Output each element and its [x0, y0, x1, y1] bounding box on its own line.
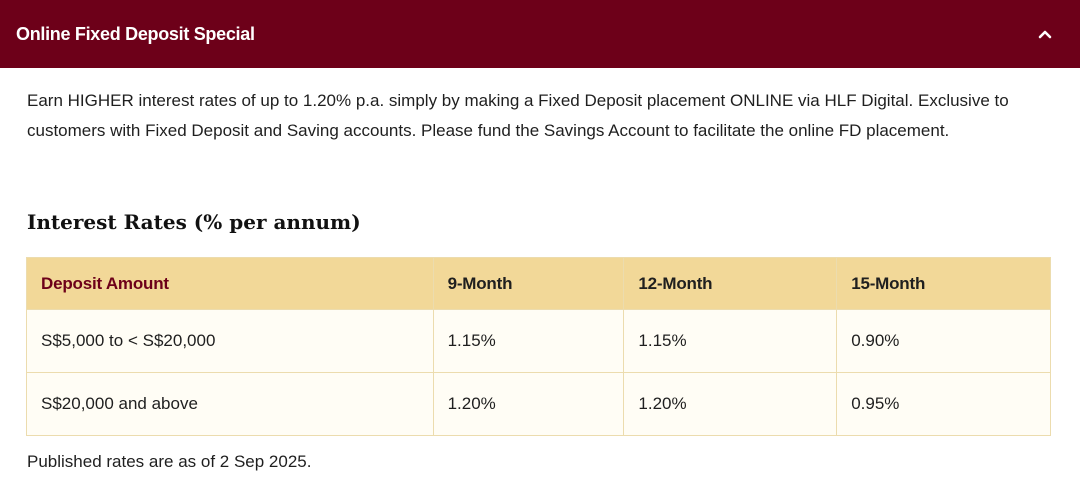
header-deposit-amount: Deposit Amount — [26, 257, 434, 310]
intro-text: Earn HIGHER interest rates of up to 1.20… — [27, 91, 1009, 140]
rates-footnote: Published rates are as of 2 Sep 2025. — [27, 452, 312, 471]
interest-rates-table: Deposit Amount 9-Month 12-Month 15-Month… — [26, 257, 1051, 436]
rate-9-month-cell: 1.20% — [432, 372, 625, 436]
rate-15-month-cell: 0.90% — [836, 309, 1051, 373]
accordion-header[interactable]: Online Fixed Deposit Special — [0, 0, 1080, 68]
table-header-row: Deposit Amount 9-Month 12-Month 15-Month — [26, 257, 1051, 310]
deposit-amount-cell: S$5,000 to < S$20,000 — [26, 309, 434, 373]
rate-9-month-cell: 1.15% — [432, 309, 625, 373]
rates-heading: Interest Rates (% per annum) — [27, 210, 361, 234]
accordion-title: Online Fixed Deposit Special — [16, 23, 255, 44]
header-15-month: 15-Month — [836, 257, 1051, 310]
header-12-month: 12-Month — [623, 257, 838, 310]
table-row: S$5,000 to < S$20,000 1.15% 1.15% 0.90% — [26, 309, 1051, 373]
rate-12-month-cell: 1.15% — [623, 309, 838, 373]
rate-15-month-cell: 0.95% — [836, 372, 1051, 436]
rate-12-month-cell: 1.20% — [623, 372, 838, 436]
chevron-up-icon[interactable] — [1034, 23, 1056, 45]
table-row: S$20,000 and above 1.20% 1.20% 0.95% — [26, 372, 1051, 436]
deposit-amount-cell: S$20,000 and above — [26, 372, 434, 436]
header-9-month: 9-Month — [432, 257, 625, 310]
